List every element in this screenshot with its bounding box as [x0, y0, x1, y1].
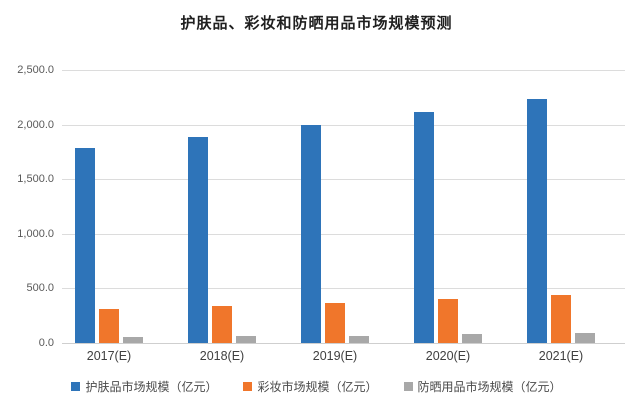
bar — [212, 306, 232, 343]
legend-label: 护肤品市场规模（亿元） — [85, 380, 218, 394]
bar — [575, 332, 595, 343]
bar-group — [301, 124, 369, 343]
x-axis-label: 2017(E) — [86, 349, 132, 363]
bar — [462, 334, 482, 343]
legend-label: 防晒用品市场规模（亿元） — [417, 380, 562, 394]
bar — [236, 336, 256, 343]
bar — [99, 308, 119, 343]
legend-item: 防晒用品市场规模（亿元） — [403, 378, 562, 395]
bar-group — [414, 112, 482, 343]
x-axis-label: 2018(E) — [199, 349, 245, 363]
x-axis-label: 2019(E) — [312, 349, 358, 363]
bar — [301, 124, 321, 343]
y-tick-label: 1,500.0 — [17, 173, 54, 186]
bar — [325, 302, 345, 343]
y-tick-label: 0.0 — [38, 337, 54, 349]
bar — [75, 147, 95, 343]
bar — [527, 98, 547, 343]
legend-swatch-icon — [403, 382, 413, 391]
bar — [123, 337, 143, 343]
x-axis-label: 2020(E) — [425, 349, 471, 363]
bar-group — [527, 98, 595, 343]
legend-label: 彩妆市场规模（亿元） — [257, 380, 378, 394]
gridline — [62, 124, 625, 126]
y-tick-label: 2,000.0 — [17, 118, 54, 131]
gridline — [62, 288, 625, 290]
legend-swatch-icon — [243, 382, 253, 391]
legend-swatch-icon — [71, 382, 81, 391]
bar — [349, 335, 369, 343]
y-tick-label: 1,000.0 — [17, 227, 54, 240]
gridline — [62, 343, 625, 344]
y-tick-label: 2,500.0 — [17, 64, 54, 76]
legend: 护肤品市场规模（亿元） 彩妆市场规模（亿元） 防晒用品市场规模（亿元） — [0, 378, 633, 395]
bar — [188, 136, 208, 343]
chart-title: 护肤品、彩妆和防晒用品市场规模预测 — [180, 15, 453, 32]
bar — [414, 112, 434, 343]
y-tick-label: 500.0 — [26, 282, 54, 295]
gridline — [62, 179, 625, 181]
x-axis: 2017(E) 2018(E) 2019(E) 2020(E) 2021(E) — [62, 349, 625, 365]
x-axis-label: 2021(E) — [538, 349, 584, 363]
bar-group — [75, 147, 143, 343]
gridline — [62, 233, 625, 235]
y-axis: 0.0 500.0 1,000.0 1,500.0 2,000.0 2,500.0 — [0, 64, 54, 349]
gridline — [62, 70, 625, 71]
legend-item: 彩妆市场规模（亿元） — [243, 378, 378, 395]
plot-area — [62, 70, 625, 344]
bar-group — [188, 136, 256, 343]
legend-item: 护肤品市场规模（亿元） — [71, 378, 217, 395]
bar — [551, 294, 571, 343]
bar — [438, 299, 458, 343]
